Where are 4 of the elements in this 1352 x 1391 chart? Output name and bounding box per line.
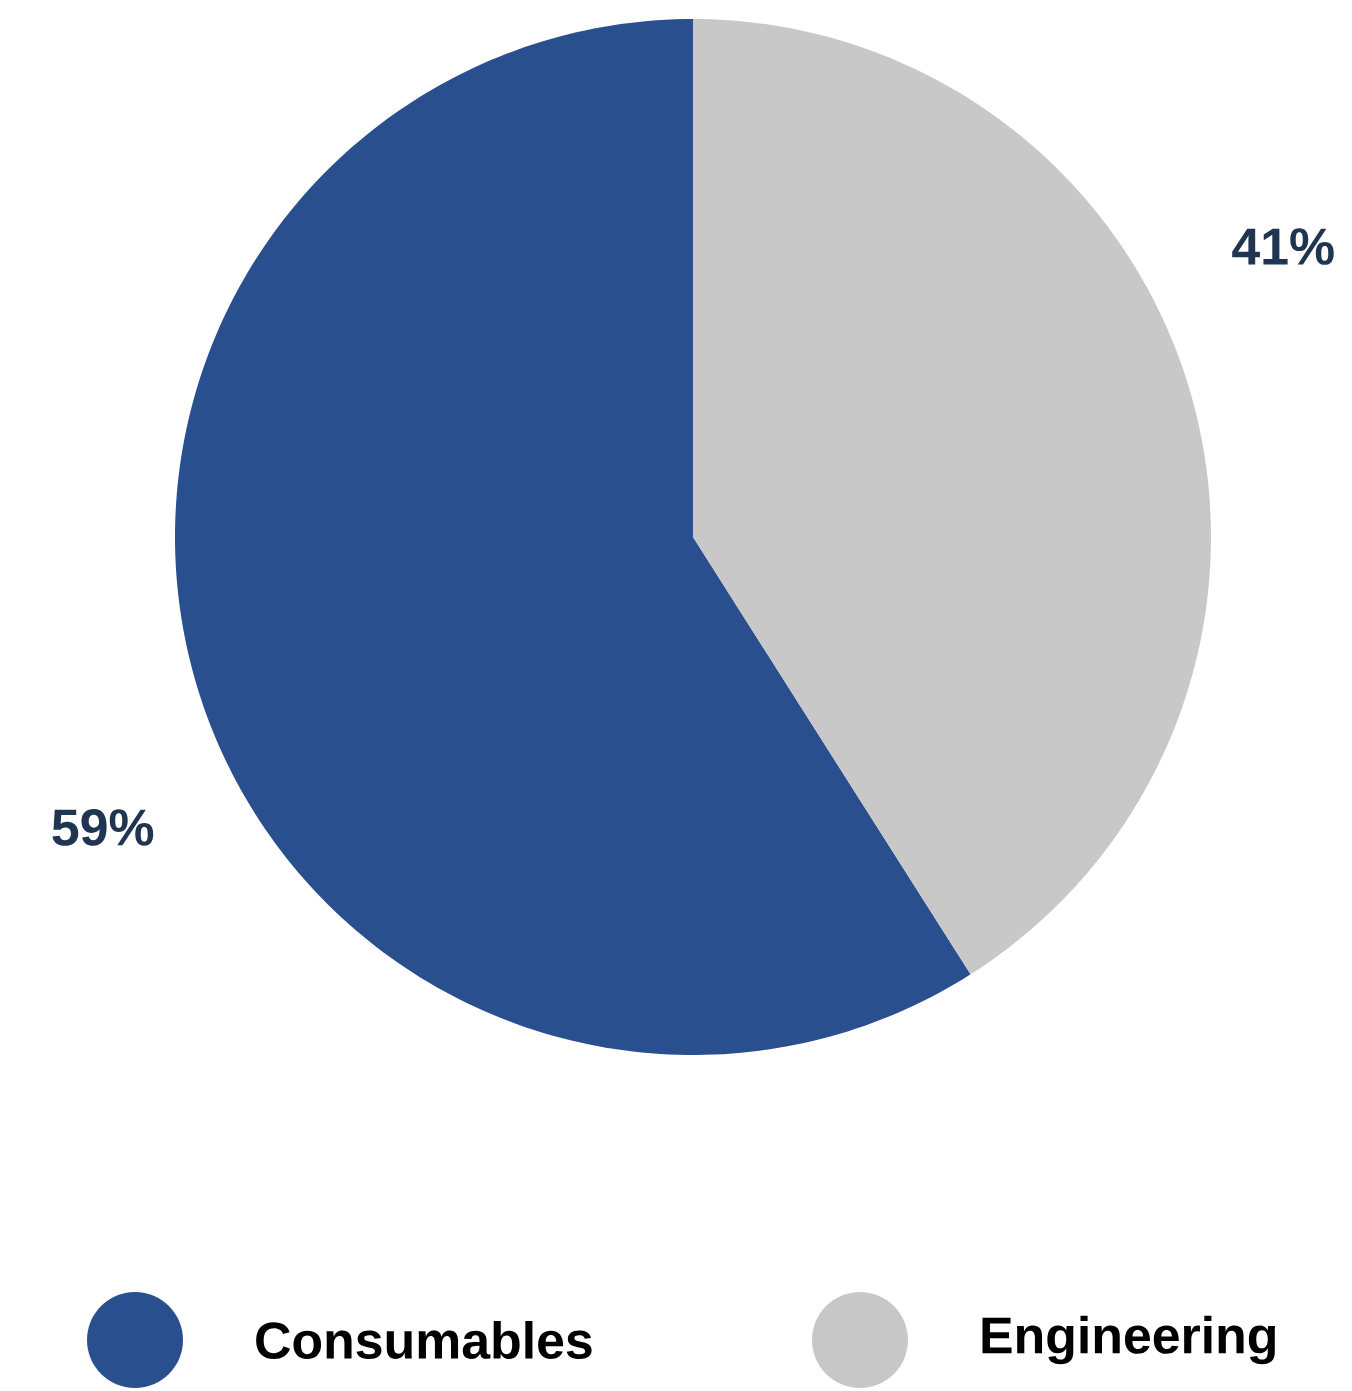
data-label: 59% <box>52 809 154 846</box>
legend-label: Consumables <box>256 1320 592 1360</box>
data-label: 41% <box>1232 228 1334 265</box>
legend-label: Engineering <box>982 1315 1275 1365</box>
